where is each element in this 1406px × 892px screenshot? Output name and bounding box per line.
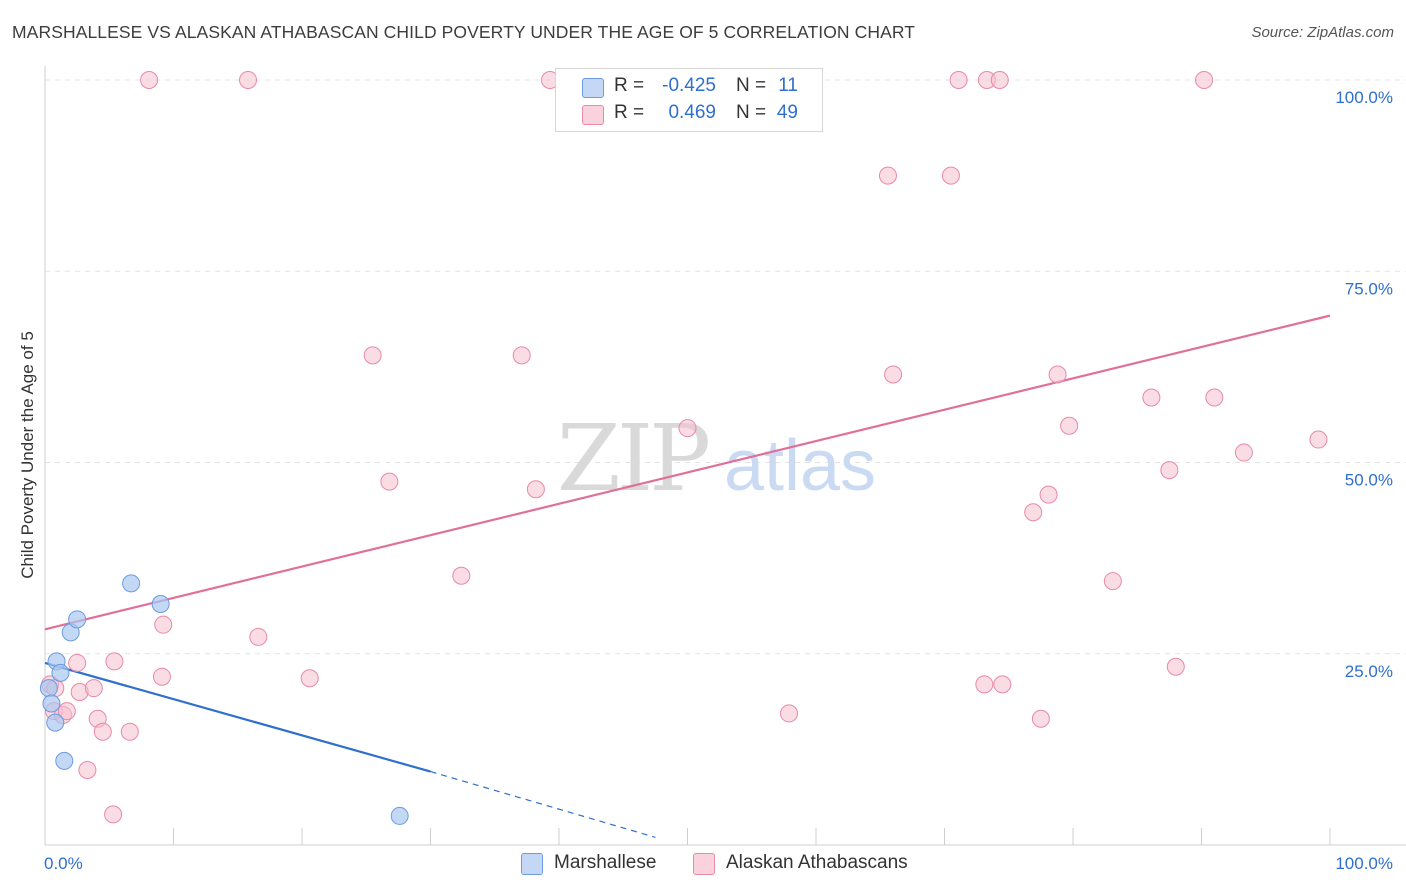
point-alaskan-athabascans[interactable] (1142, 388, 1161, 407)
point-alaskan-athabascans[interactable] (57, 702, 76, 721)
source-label: Source: ZipAtlas.com (1251, 24, 1394, 41)
point-alaskan-athabascans[interactable] (78, 761, 97, 780)
watermark: ZIP atlas (557, 405, 876, 512)
legend-n-value: 49 (776, 102, 798, 123)
axes (44, 66, 1406, 846)
point-alaskan-athabascans[interactable] (1166, 657, 1185, 676)
point-alaskan-athabascans[interactable] (452, 566, 471, 585)
point-alaskan-athabascans[interactable] (780, 704, 799, 723)
legend-label-alaskan-athabascans: Alaskan Athabascans (726, 852, 908, 873)
x-tick-label-0: 0.0% (44, 854, 83, 873)
legend-n-label: N = (736, 75, 767, 96)
legend-swatch-blue (521, 853, 543, 875)
point-marshallese[interactable] (151, 595, 170, 614)
point-marshallese[interactable] (390, 806, 409, 825)
point-alaskan-athabascans[interactable] (975, 675, 994, 694)
point-marshallese[interactable] (122, 574, 141, 593)
legend-swatch-blue (582, 78, 604, 98)
point-alaskan-athabascans[interactable] (1039, 485, 1058, 504)
point-alaskan-athabascans[interactable] (1195, 71, 1214, 89)
point-alaskan-athabascans[interactable] (990, 71, 1009, 89)
x-tick-label-100: 100.0% (1335, 854, 1393, 873)
point-alaskan-athabascans[interactable] (152, 667, 171, 686)
trend-line-marshallese (44, 661, 431, 773)
legend-row-alaskan: R = 0.469 N = 49 (556, 101, 822, 127)
point-alaskan-athabascans[interactable] (68, 653, 87, 672)
data-points (39, 71, 1328, 825)
legend-row-marshallese: R = -0.425 N = 11 (556, 74, 822, 100)
point-alaskan-athabascans[interactable] (512, 346, 531, 365)
point-alaskan-athabascans[interactable] (249, 627, 268, 646)
point-alaskan-athabascans[interactable] (1205, 388, 1224, 407)
point-alaskan-athabascans[interactable] (300, 669, 319, 688)
y-tick-label-50: 50.0% (1345, 471, 1393, 490)
legend-swatch-pink (693, 853, 715, 875)
point-alaskan-athabascans[interactable] (1060, 416, 1079, 435)
point-alaskan-athabascans[interactable] (884, 365, 903, 384)
point-alaskan-athabascans[interactable] (949, 71, 968, 89)
legend-r-value: -0.425 (662, 75, 716, 96)
series-legend: Marshallese Alaskan Athabascans (0, 850, 1406, 878)
point-alaskan-athabascans[interactable] (1160, 461, 1179, 480)
point-alaskan-athabascans[interactable] (239, 71, 258, 89)
y-tick-label-100: 100.0% (1335, 88, 1393, 107)
point-marshallese[interactable] (51, 663, 70, 682)
trend-line-alaskan-athabascans (44, 314, 1331, 631)
legend-n-value: 11 (778, 75, 798, 96)
point-alaskan-athabascans[interactable] (154, 615, 173, 634)
grid-lines (45, 79, 1406, 655)
point-alaskan-athabascans[interactable] (678, 419, 697, 438)
point-alaskan-athabascans[interactable] (993, 675, 1012, 694)
point-alaskan-athabascans[interactable] (93, 722, 112, 741)
legend-label-marshallese: Marshallese (554, 852, 657, 873)
point-alaskan-athabascans[interactable] (941, 166, 960, 185)
point-alaskan-athabascans[interactable] (363, 346, 382, 365)
trend-lines (44, 314, 1331, 838)
point-alaskan-athabascans[interactable] (104, 805, 123, 824)
legend-r-label: R = (614, 75, 645, 96)
point-alaskan-athabascans[interactable] (1031, 709, 1050, 728)
legend-swatch-pink (582, 105, 604, 125)
point-alaskan-athabascans[interactable] (84, 679, 103, 698)
y-tick-label-75: 75.0% (1345, 279, 1393, 298)
legend-r-value: 0.469 (668, 102, 716, 123)
point-alaskan-athabascans[interactable] (1234, 443, 1253, 462)
point-marshallese[interactable] (39, 679, 58, 698)
point-marshallese[interactable] (46, 713, 65, 732)
legend-r-label: R = (614, 102, 645, 123)
point-alaskan-athabascans[interactable] (878, 166, 897, 185)
point-alaskan-athabascans[interactable] (140, 71, 159, 89)
point-alaskan-athabascans[interactable] (1103, 572, 1122, 591)
tick-labels: 25.0% 50.0% 75.0% 100.0% 0.0% 100.0% (44, 88, 1393, 873)
point-marshallese[interactable] (68, 610, 87, 629)
point-marshallese[interactable] (55, 751, 74, 770)
point-alaskan-athabascans[interactable] (120, 722, 139, 741)
point-alaskan-athabascans[interactable] (1024, 503, 1043, 522)
chart-title: MARSHALLESE VS ALASKAN ATHABASCAN CHILD … (12, 22, 916, 42)
point-alaskan-athabascans[interactable] (1048, 365, 1067, 384)
watermark-atlas: atlas (724, 426, 876, 506)
legend-n-label: N = (736, 102, 767, 123)
y-tick-label-25: 25.0% (1345, 662, 1393, 681)
point-alaskan-athabascans[interactable] (526, 480, 545, 499)
point-alaskan-athabascans[interactable] (380, 472, 399, 491)
point-alaskan-athabascans[interactable] (105, 652, 124, 671)
stats-legend: R = -0.425 N = 11 R = 0.469 N = 49 (555, 68, 823, 132)
trend-line-marshallese-extension (430, 770, 656, 838)
point-marshallese[interactable] (42, 694, 61, 713)
point-alaskan-athabascans[interactable] (1309, 430, 1328, 449)
